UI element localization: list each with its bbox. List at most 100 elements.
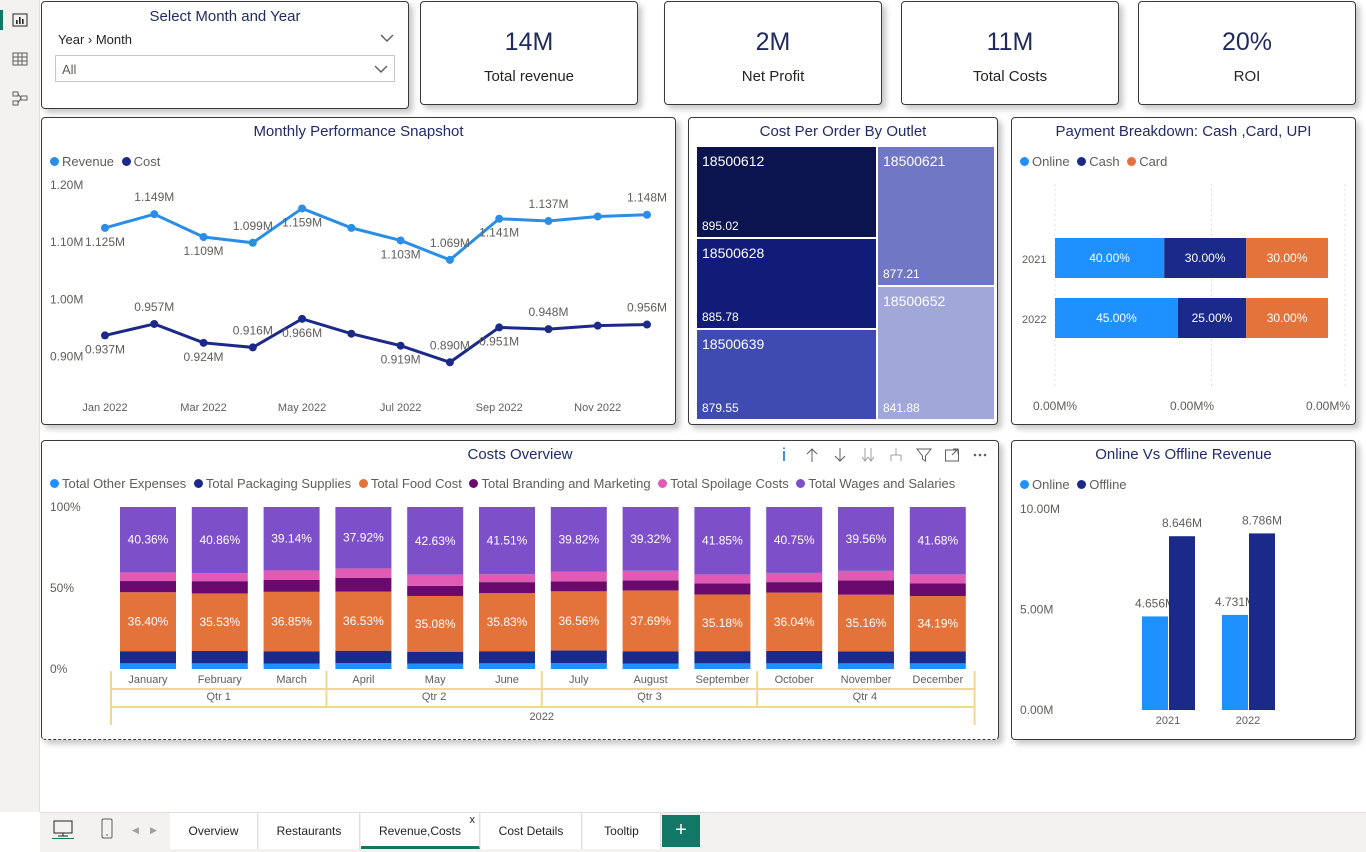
table-view-icon[interactable] [8, 47, 32, 71]
data-label: 1.148M [627, 191, 667, 205]
x-month-label: November [841, 674, 892, 686]
legend-item-online[interactable]: Online [1020, 154, 1070, 169]
filter-icon[interactable] [914, 445, 934, 465]
drill-down-icon[interactable] [830, 445, 850, 465]
monthly-performance-chart[interactable]: Monthly Performance Snapshot Revenue Cos… [41, 117, 676, 425]
slicer-dropdown[interactable]: All [55, 55, 395, 82]
chart-legend: Revenue Cost [50, 154, 164, 169]
tab-tooltip[interactable]: Tooltip [583, 813, 661, 849]
cost-per-order-treemap[interactable]: Cost Per Order By Outlet 18500612 895.02… [688, 117, 998, 425]
treemap-cell-18500628[interactable]: 18500628 885.78 [696, 238, 877, 329]
column-segment [120, 581, 176, 593]
kpi-card-roi[interactable]: 20% ROI [1138, 1, 1356, 105]
treemap-cell-18500612[interactable]: 18500612 895.02 [696, 146, 877, 238]
column-segment [550, 663, 607, 669]
treemap-cell-18500621[interactable]: 18500621 877.21 [877, 146, 995, 286]
tab-restaurants[interactable]: Restaurants [259, 813, 360, 849]
column-segment [766, 572, 823, 583]
legend-item-revenue[interactable]: Revenue [50, 154, 114, 169]
legend-item-packaging-supplies[interactable]: Total Packaging Supplies [193, 476, 351, 491]
y-tick-label: 0.00M [1020, 703, 1053, 717]
legend-item-cash[interactable]: Cash [1077, 154, 1120, 169]
legend-item-branding-marketing[interactable]: Total Branding and Marketing [469, 476, 651, 491]
legend-dot [1077, 157, 1087, 166]
y-category-label: 2022 [1022, 314, 1046, 326]
column-segment [263, 591, 320, 652]
expand-hierarchy-icon[interactable] [886, 445, 906, 465]
column-segment [407, 507, 464, 575]
add-page-button[interactable]: + [662, 815, 700, 847]
x-month-label: July [569, 674, 589, 686]
column-segment [694, 663, 751, 669]
bar-segment [1164, 238, 1247, 278]
costs-overview-chart[interactable]: Costs Overview i Total Other Expenses To… [41, 440, 999, 740]
kpi-card-total-revenue[interactable]: 14M Total revenue [420, 1, 638, 105]
column-segment [335, 568, 392, 578]
column-bar [1142, 616, 1168, 710]
slicer-hierarchy[interactable]: Year › Month [58, 32, 132, 47]
column-segment [263, 663, 320, 669]
scroll-right-icon[interactable]: ▶ [150, 825, 157, 835]
treemap-cell-18500639[interactable]: 18500639 879.55 [696, 329, 877, 420]
scroll-left-icon[interactable]: ◀ [132, 825, 139, 835]
chevron-down-icon[interactable] [380, 30, 394, 48]
info-icon[interactable]: i [782, 444, 786, 465]
segment-label: 36.40% [128, 615, 169, 629]
model-view-icon[interactable] [8, 87, 32, 111]
expand-level-icon[interactable] [858, 445, 878, 465]
quarter-label: Qtr 1 [206, 691, 230, 703]
treemap-cell-value: 841.88 [883, 401, 920, 415]
legend-item-other-expenses[interactable]: Total Other Expenses [50, 476, 186, 491]
data-label: 1.109M [184, 244, 224, 258]
legend-dot [50, 479, 59, 488]
column-segment [335, 577, 392, 592]
kpi-value: 11M [986, 28, 1034, 56]
legend-item-online[interactable]: Online [1020, 477, 1070, 492]
treemap-cell-18500652[interactable]: 18500652 841.88 [877, 286, 995, 420]
view-rail [0, 0, 40, 812]
data-label: 1.149M [134, 190, 174, 204]
legend-dot [469, 479, 479, 488]
kpi-card-net-profit[interactable]: 2M Net Profit [664, 1, 882, 105]
column-segment [838, 580, 894, 595]
column-segment [120, 572, 176, 582]
column-segment [191, 663, 248, 669]
report-view-icon[interactable] [0, 8, 32, 32]
quarter-label: Qtr 4 [853, 691, 877, 703]
legend-item-cost[interactable]: Cost [121, 154, 160, 169]
drill-up-icon[interactable] [802, 445, 822, 465]
column-segment [407, 663, 464, 669]
legend-dot [1077, 480, 1087, 489]
desktop-layout-icon[interactable] [52, 819, 74, 844]
bar-label: 25.00% [1192, 311, 1233, 325]
close-tab-icon[interactable]: x [469, 814, 476, 826]
mobile-layout-icon[interactable] [100, 818, 114, 845]
segment-label: 35.53% [199, 615, 240, 629]
more-options-icon[interactable] [970, 445, 990, 465]
x-month-label: September [695, 674, 749, 686]
legend-item-offline[interactable]: Offline [1077, 477, 1127, 492]
bar-label: 30.00% [1185, 251, 1226, 265]
online-offline-revenue-chart[interactable]: Online Vs Offline Revenue Online Offline… [1011, 440, 1356, 740]
legend-item-card[interactable]: Card [1127, 154, 1167, 169]
data-label: 0.957M [134, 300, 174, 314]
tab-overview[interactable]: Overview [170, 813, 258, 849]
legend-item-spoilage-costs[interactable]: Total Spoilage Costs [658, 476, 789, 491]
column-segment [766, 582, 823, 593]
data-point [445, 255, 454, 264]
column-segment [335, 663, 392, 669]
x-month-label: April [352, 674, 374, 686]
segment-label: 36.04% [774, 615, 815, 629]
legend-item-wages-salaries[interactable]: Total Wages and Salaries [796, 476, 955, 491]
page-tab-bar: ◀ ▶ Overview Restaurants Revenue,Costs x … [40, 812, 1366, 852]
column-segment [694, 594, 751, 652]
y-tick-label: 1.20M [50, 178, 83, 192]
kpi-card-total-costs[interactable]: 11M Total Costs [901, 1, 1119, 105]
tab-revenue-costs[interactable]: Revenue,Costs x [361, 813, 480, 849]
focus-mode-icon[interactable] [942, 445, 962, 465]
data-label: 1.069M [430, 236, 470, 250]
tab-cost-details[interactable]: Cost Details [481, 813, 582, 849]
payment-breakdown-chart[interactable]: Payment Breakdown: Cash ,Card, UPI Onlin… [1011, 117, 1356, 425]
legend-item-food-cost[interactable]: Total Food Cost [358, 476, 462, 491]
chart-title: Cost Per Order By Outlet [759, 123, 927, 140]
